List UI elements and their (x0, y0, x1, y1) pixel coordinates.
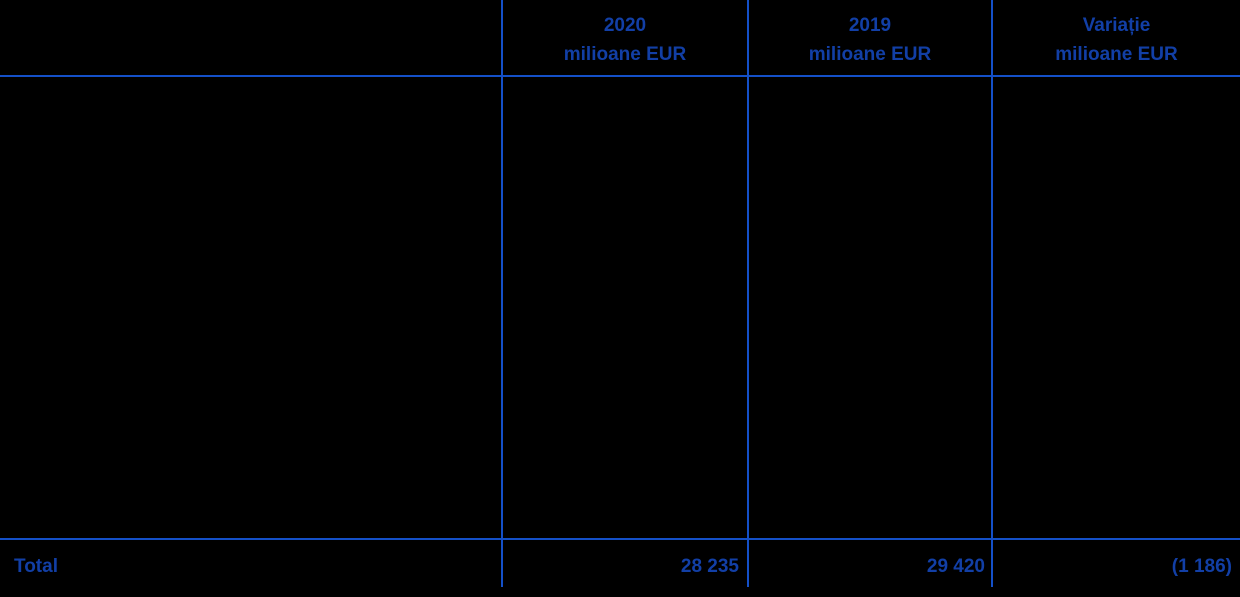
column-header-2020-year: 2020 (603, 15, 647, 36)
column-divider-2 (747, 0, 749, 587)
total-row-label: Total (14, 556, 58, 577)
total-value-2019: 29 420 (926, 556, 985, 577)
column-header-2019: 2019 milioane EUR (749, 11, 991, 69)
column-header-2019-year: 2019 (848, 15, 892, 36)
column-divider-1 (501, 0, 503, 587)
column-divider-3 (991, 0, 993, 587)
header-underline (0, 75, 1240, 77)
column-header-2020-unit: milioane EUR (563, 44, 687, 65)
column-header-variatie-title: Variație (1082, 15, 1151, 36)
total-row-topline (0, 538, 1240, 540)
column-header-2020: 2020 milioane EUR (503, 11, 747, 69)
column-header-2019-unit: milioane EUR (808, 44, 932, 65)
total-value-variatie: (1 186) (1171, 556, 1232, 577)
column-header-variatie-unit: milioane EUR (1055, 44, 1178, 65)
column-header-variatie: Variație milioane EUR (993, 11, 1240, 69)
total-value-2020: 28 235 (680, 556, 739, 577)
